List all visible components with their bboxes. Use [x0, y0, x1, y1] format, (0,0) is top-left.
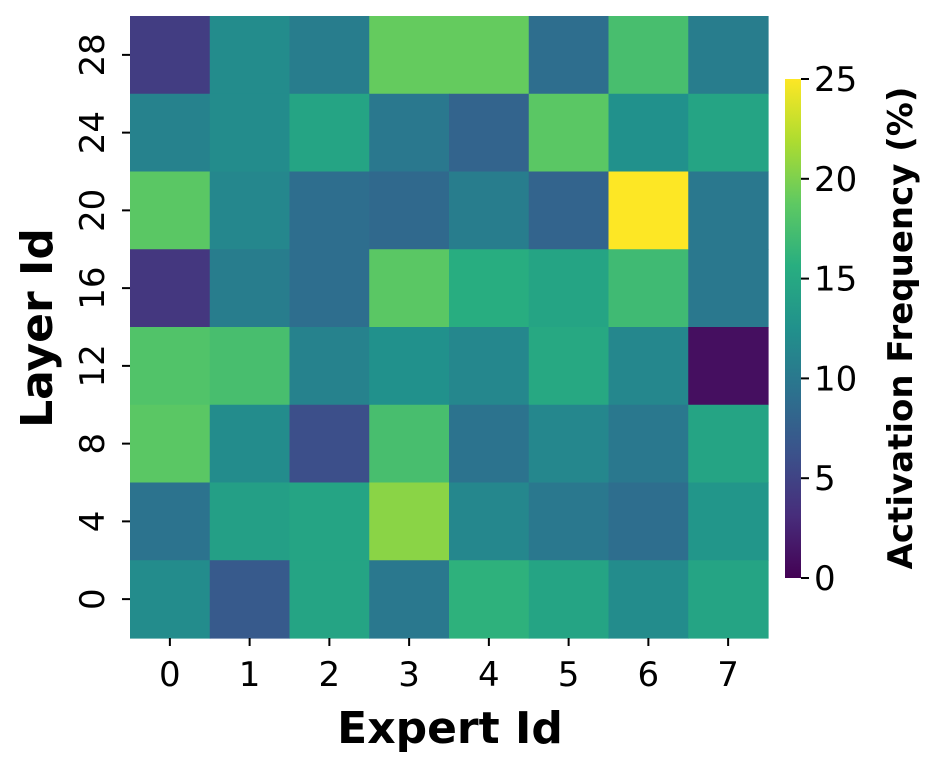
heatmap-cell-4-6 — [608, 482, 689, 561]
x-tick-label: 4 — [478, 655, 500, 695]
heatmap-cell-20-5 — [528, 171, 610, 250]
heatmap-cell-0-1 — [209, 560, 291, 639]
heatmap-cell-0-7 — [688, 560, 769, 639]
y-tick-label: 0 — [73, 588, 113, 610]
heatmap-cell-8-5 — [528, 404, 610, 484]
heatmap-cell-16-3 — [369, 249, 450, 328]
heatmap-cell-16-7 — [688, 249, 769, 328]
x-tick-label: 7 — [717, 655, 739, 695]
heatmap-cell-20-2 — [289, 171, 370, 250]
heatmap-cell-20-3 — [369, 171, 450, 250]
x-tick-labels: 0 1 2 3 4 5 6 7 — [159, 638, 739, 695]
heatmap-cell-0-4 — [449, 560, 530, 639]
x-tick-label: 0 — [159, 655, 181, 695]
heatmap-cell-24-3 — [369, 93, 450, 173]
colorbar — [785, 79, 801, 578]
heatmap-cell-20-4 — [449, 171, 530, 250]
heatmap-cell-16-1 — [209, 249, 291, 328]
heatmap-cell-20-6 — [608, 171, 689, 250]
heatmap-cell-16-4 — [449, 249, 530, 328]
heatmap-cell-4-5 — [528, 482, 610, 561]
heatmap-cell-0-3 — [369, 560, 450, 639]
heatmap-cell-8-7 — [688, 404, 769, 484]
x-tick-label: 3 — [398, 655, 420, 695]
y-tick-labels: 28 24 20 16 12 8 4 0 — [73, 33, 130, 610]
heatmap-cell-0-6 — [608, 560, 689, 639]
heatmap-cell-24-4 — [449, 93, 530, 173]
heatmap-cell-12-0 — [130, 327, 211, 406]
heatmap-cell-16-5 — [528, 249, 610, 328]
heatmap-cell-0-5 — [528, 560, 610, 639]
heatmap-cell-8-0 — [130, 404, 211, 484]
heatmap-cell-16-6 — [608, 249, 689, 328]
heatmap-cell-4-2 — [289, 482, 370, 561]
x-tick-label: 5 — [558, 655, 580, 695]
x-tick-label: 1 — [239, 655, 261, 695]
heatmap-cell-8-6 — [608, 404, 689, 484]
heatmap-cell-20-1 — [209, 171, 291, 250]
y-tick-label: 4 — [73, 511, 113, 533]
heatmap-cell-4-7 — [688, 482, 769, 561]
heatmap-cell-12-4 — [449, 327, 530, 406]
colorbar-title: Activation Frequency (%) — [881, 87, 921, 570]
heatmap-cell-28-7 — [688, 16, 769, 95]
heatmap-cell-24-6 — [608, 93, 689, 173]
heatmap-cells — [130, 16, 769, 639]
x-tick-label: 6 — [638, 655, 660, 695]
y-tick-label: 28 — [73, 33, 113, 76]
colorbar-tick-label: 20 — [814, 160, 857, 200]
colorbar-tick-label: 10 — [814, 359, 857, 399]
heatmap-cell-8-4 — [449, 404, 530, 484]
heatmap-cell-28-4 — [449, 16, 530, 95]
heatmap-cell-8-3 — [369, 404, 450, 484]
heatmap-cell-4-1 — [209, 482, 291, 561]
heatmap-cell-12-1 — [209, 327, 291, 406]
heatmap-cell-8-1 — [209, 404, 291, 484]
heatmap-cell-16-2 — [289, 249, 370, 328]
y-tick-label: 8 — [73, 433, 113, 455]
y-tick-label: 20 — [73, 189, 113, 232]
heatmap-cell-12-7 — [688, 327, 769, 406]
heatmap-cell-24-2 — [289, 93, 370, 173]
heatmap-cell-4-3 — [369, 482, 450, 561]
heatmap-cell-0-0 — [130, 560, 211, 639]
heatmap-cell-28-0 — [130, 16, 211, 95]
heatmap-cell-12-3 — [369, 327, 450, 406]
heatmap-cell-4-0 — [130, 482, 211, 561]
heatmap-cell-16-0 — [130, 249, 211, 328]
heatmap-cell-4-4 — [449, 482, 530, 561]
colorbar-tick-label: 25 — [814, 60, 857, 100]
heatmap-cell-20-0 — [130, 171, 211, 250]
heatmap-cell-28-6 — [608, 16, 689, 95]
heatmap-cell-24-7 — [688, 93, 769, 173]
colorbar-tick-label: 5 — [814, 459, 836, 499]
heatmap-cell-28-1 — [209, 16, 291, 95]
heatmap-cell-20-7 — [688, 171, 769, 250]
heatmap-cell-12-6 — [608, 327, 689, 406]
y-tick-label: 16 — [73, 266, 113, 309]
heatmap-cell-12-5 — [528, 327, 610, 406]
colorbar-tick-label: 15 — [814, 260, 857, 300]
colorbar-tick-label: 0 — [814, 559, 836, 599]
heatmap-cell-24-1 — [209, 93, 291, 173]
y-axis-title: Layer Id — [12, 228, 63, 428]
x-axis-title: Expert Id — [337, 703, 563, 754]
y-tick-label: 12 — [73, 344, 113, 387]
heatmap-cell-28-3 — [369, 16, 450, 95]
heatmap-cell-28-2 — [289, 16, 370, 95]
heatmap-cell-0-2 — [289, 560, 370, 639]
colorbar-ticks: 0 5 10 15 20 25 — [801, 60, 857, 599]
heatmap-cell-24-5 — [528, 93, 610, 173]
heatmap-cell-8-2 — [289, 404, 370, 484]
heatmap-cell-28-5 — [528, 16, 610, 95]
heatmap-cell-12-2 — [289, 327, 370, 406]
y-tick-label: 24 — [73, 111, 113, 154]
heatmap-cell-24-0 — [130, 93, 211, 173]
x-tick-label: 2 — [319, 655, 341, 695]
